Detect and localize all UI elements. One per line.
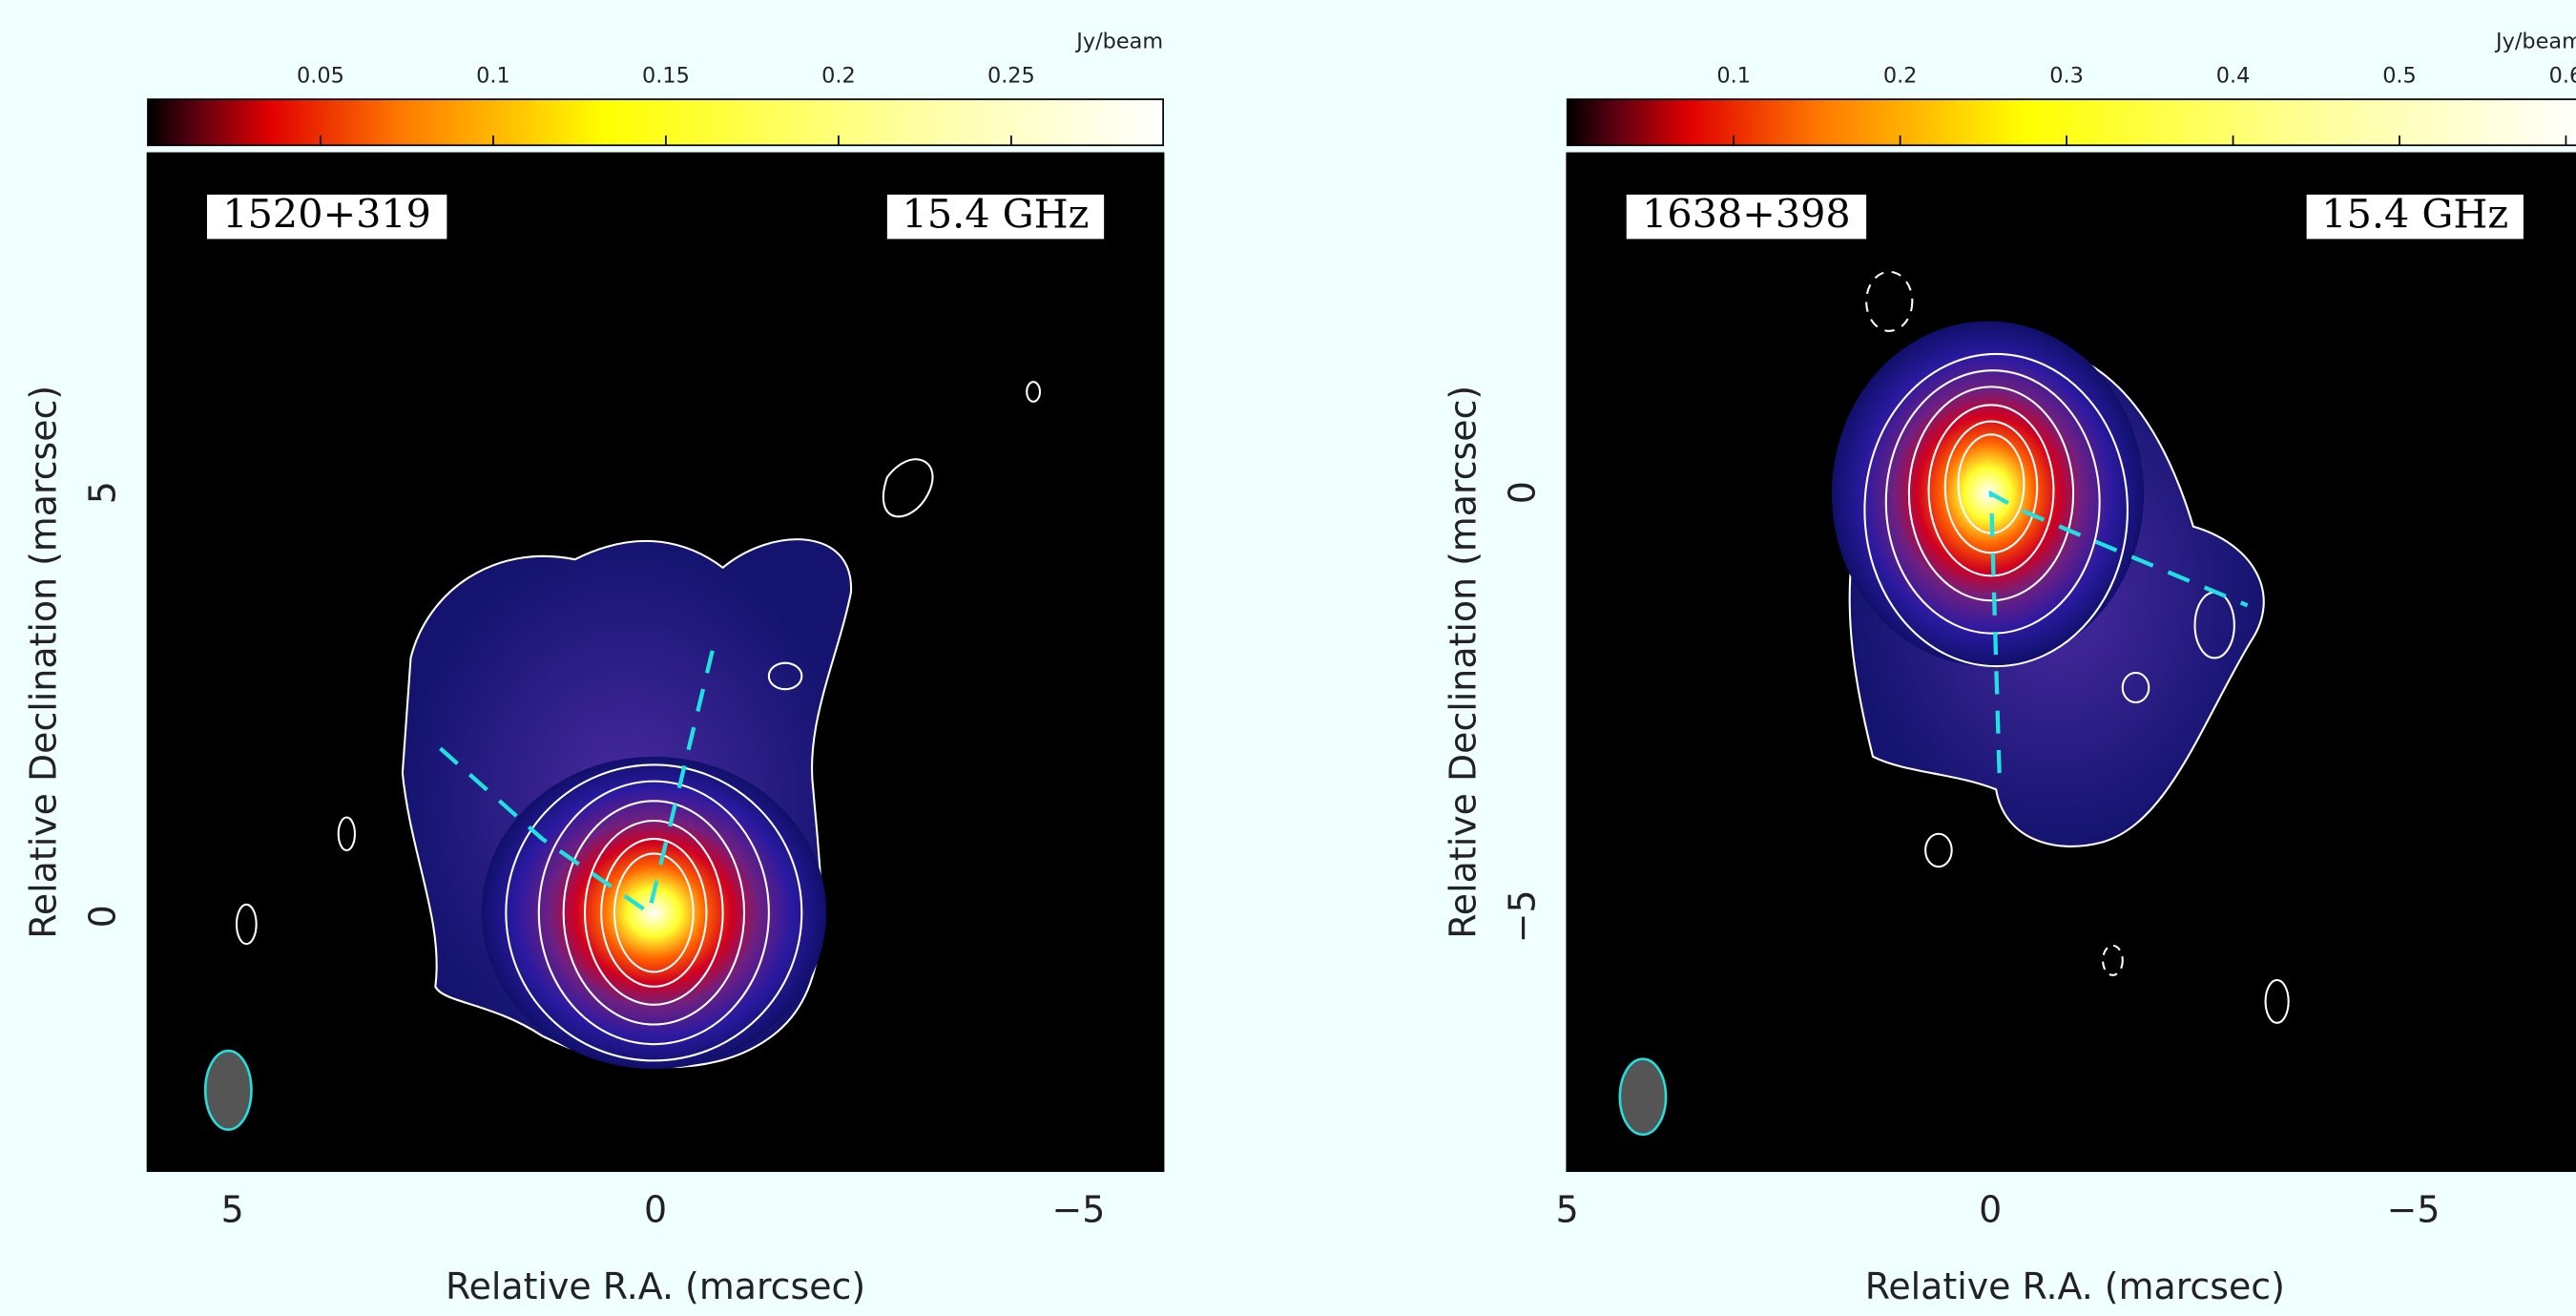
map-image bbox=[1568, 154, 2576, 1171]
x-tick-label: −5 bbox=[1052, 1188, 1106, 1230]
source-name: 1520+319 bbox=[222, 192, 431, 238]
x-tick-label: 0 bbox=[1979, 1188, 2002, 1230]
colorbar-tick-label: 0.4 bbox=[2216, 63, 2251, 88]
y-tick-label: 5 bbox=[82, 481, 124, 504]
colorbar-tick-label: 0.1 bbox=[476, 63, 510, 88]
figure: Jy/beam0.050.10.150.20.2550−505Relative … bbox=[0, 0, 2576, 1316]
x-tick-label: 5 bbox=[221, 1188, 244, 1230]
colorbar-label: Jy/beam bbox=[2494, 29, 2576, 53]
colorbar-tick-label: 0.6 bbox=[2549, 63, 2576, 88]
frequency: 15.4 GHz bbox=[2321, 192, 2508, 238]
x-axis-label: Relative R.A. (marcsec) bbox=[446, 1265, 865, 1307]
colorbar-tick-label: 0.25 bbox=[987, 63, 1035, 88]
colorbar-tick-label: 0.15 bbox=[642, 63, 690, 88]
x-tick-label: 5 bbox=[1556, 1188, 1579, 1230]
map-image bbox=[148, 154, 1163, 1171]
x-axis-label: Relative R.A. (marcsec) bbox=[1865, 1265, 2285, 1307]
y-tick-label: 0 bbox=[82, 905, 124, 928]
y-axis-label: Relative Declination (marcsec) bbox=[23, 386, 65, 939]
colorbar-tick-label: 0.3 bbox=[2049, 63, 2084, 88]
colorbar-label: Jy/beam bbox=[1074, 29, 1163, 53]
colorbar-tick-label: 0.5 bbox=[2382, 63, 2417, 88]
x-tick-label: −5 bbox=[2387, 1188, 2441, 1230]
colorbar-tick-label: 0.2 bbox=[821, 63, 856, 88]
colorbar bbox=[1568, 99, 2576, 145]
colorbar-tick-label: 0.1 bbox=[1716, 63, 1751, 88]
source-name: 1638+398 bbox=[1642, 192, 1851, 238]
colorbar-tick-label: 0.2 bbox=[1883, 63, 1918, 88]
y-tick-label: −5 bbox=[1501, 889, 1543, 943]
frequency: 15.4 GHz bbox=[903, 192, 1090, 238]
y-axis-label: Relative Declination (marcsec) bbox=[1442, 386, 1484, 939]
x-tick-label: 0 bbox=[644, 1188, 667, 1230]
colorbar-tick-label: 0.05 bbox=[297, 63, 344, 88]
y-tick-label: 0 bbox=[1501, 481, 1543, 504]
